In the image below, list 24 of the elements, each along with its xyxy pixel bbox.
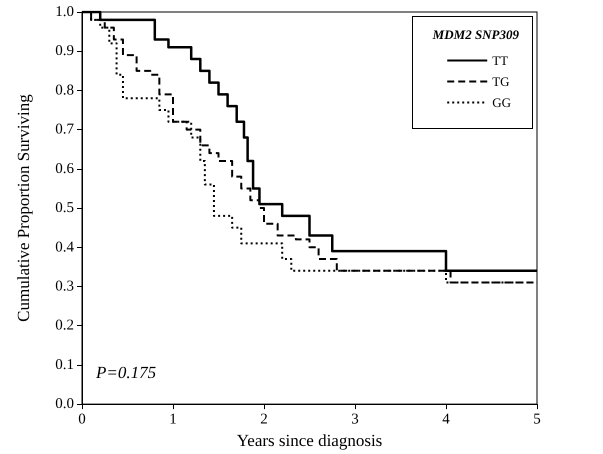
y-tick-label: 0.4: [55, 239, 74, 256]
y-tick-label: 0.0: [55, 396, 74, 412]
legend-title: MDM2 SNP309: [432, 27, 520, 42]
y-tick-label: 0.8: [55, 82, 74, 98]
legend-label: TG: [492, 74, 510, 89]
y-tick-label: 0.6: [55, 160, 74, 177]
x-tick-label: 0: [78, 412, 86, 428]
y-tick-label: 0.5: [55, 200, 74, 216]
y-tick-label: 0.9: [55, 43, 74, 60]
y-tick-label: 0.1: [55, 356, 74, 373]
y-tick-label: 0.3: [55, 278, 74, 294]
y-axis-title: Cumulative Proportion Surviving: [14, 94, 33, 322]
y-tick-label: 0.2: [55, 318, 74, 334]
x-tick-label: 5: [533, 412, 541, 428]
x-tick-label: 4: [442, 412, 450, 428]
y-tick-label: 0.7: [55, 122, 74, 138]
legend-label: TT: [492, 53, 508, 68]
y-tick-label: 1.0: [55, 4, 74, 20]
legend-label: GG: [492, 95, 512, 110]
x-tick-label: 3: [351, 412, 359, 428]
annotation: P=0.175: [95, 363, 156, 382]
x-tick-label: 2: [260, 412, 268, 428]
x-axis-title: Years since diagnosis: [236, 431, 382, 450]
x-tick-label: 1: [169, 412, 177, 428]
